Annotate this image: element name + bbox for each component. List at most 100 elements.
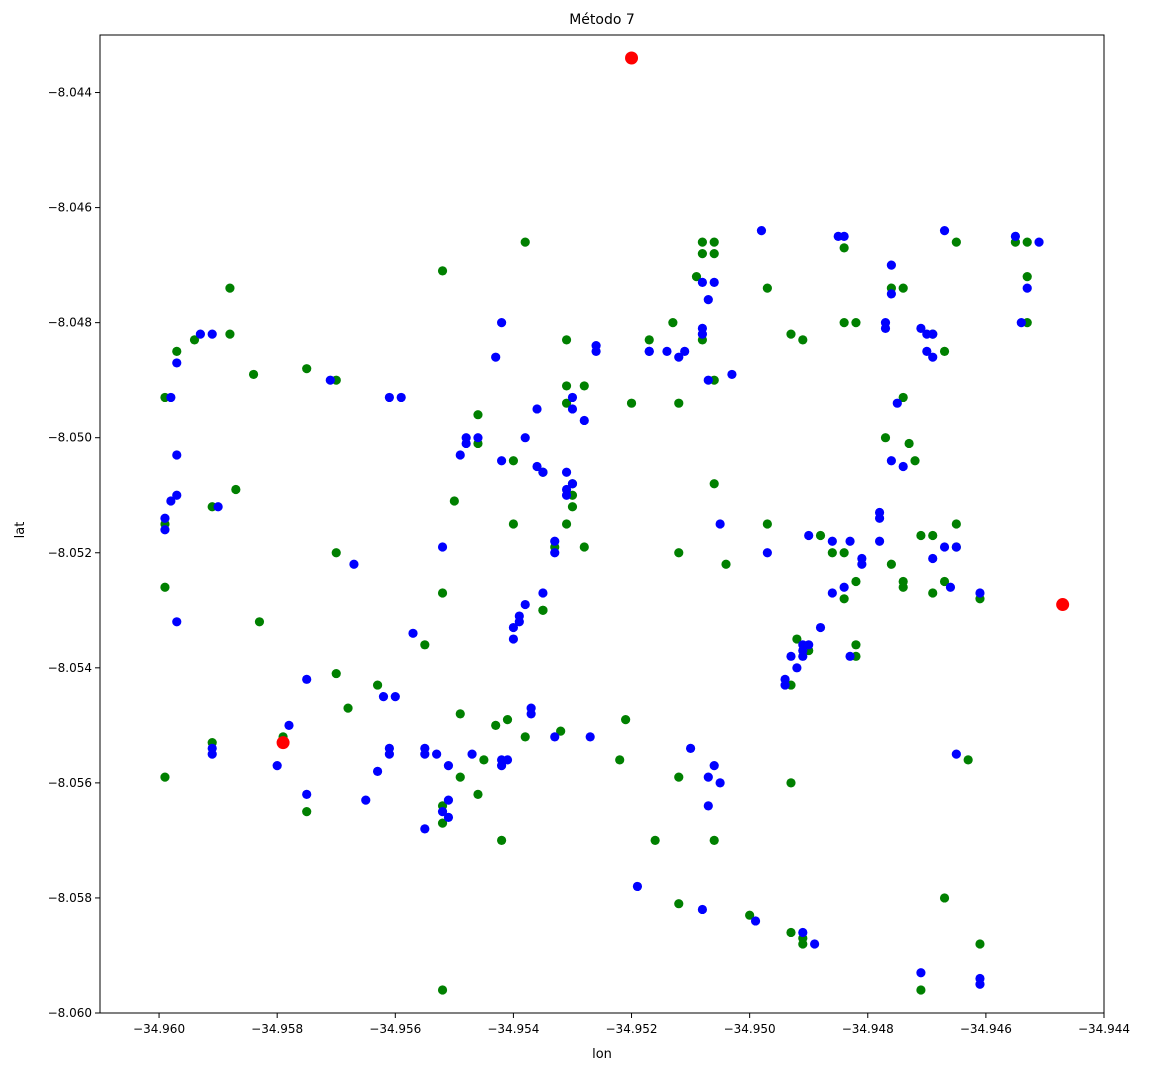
scatter-point-series-1 xyxy=(160,513,170,523)
scatter-point-series-1 xyxy=(443,795,454,805)
scatter-point-series-1 xyxy=(195,329,205,339)
y-tick-label: −8.060 xyxy=(48,1006,92,1020)
scatter-point-series-0 xyxy=(225,329,235,339)
scatter-point-series-1 xyxy=(874,536,885,546)
scatter-point-series-1 xyxy=(703,801,713,811)
scatter-point-series-0 xyxy=(928,530,938,541)
scatter-point-series-0 xyxy=(880,433,891,443)
scatter-point-series-1 xyxy=(709,761,719,771)
scatter-point-series-0 xyxy=(910,456,920,466)
scatter-point-series-1 xyxy=(538,588,548,598)
scatter-point-series-1 xyxy=(945,582,956,592)
scatter-point-series-0 xyxy=(644,335,654,345)
y-tick-label: −8.046 xyxy=(48,201,92,215)
scatter-point-series-0 xyxy=(479,755,489,765)
scatter-point-series-1 xyxy=(520,599,530,610)
scatter-point-series-0 xyxy=(579,542,589,552)
scatter-point-series-1 xyxy=(508,634,519,644)
scatter-point-series-0 xyxy=(172,346,182,357)
scatter-point-series-1 xyxy=(325,375,335,385)
scatter-point-series-1 xyxy=(662,346,672,357)
scatter-point-series-1 xyxy=(213,502,223,512)
scatter-point-series-1 xyxy=(798,927,808,938)
scatter-point-series-1 xyxy=(845,651,855,661)
scatter-point-series-0 xyxy=(786,778,796,788)
scatter-point-series-0 xyxy=(508,456,519,466)
scatter-point-series-1 xyxy=(886,260,896,270)
scatter-point-series-1 xyxy=(579,415,589,426)
x-tick-label: −34.944 xyxy=(1078,1022,1130,1036)
scatter-point-series-0 xyxy=(650,835,660,846)
scatter-point-series-1 xyxy=(1034,237,1044,247)
scatter-point-series-1 xyxy=(532,404,542,414)
scatter-point-series-1 xyxy=(839,582,849,592)
scatter-point-series-1 xyxy=(827,588,837,598)
scatter-point-series-0 xyxy=(798,335,808,345)
scatter-point-series-1 xyxy=(591,341,601,351)
scatter-point-series-1 xyxy=(437,807,448,817)
scatter-point-series-1 xyxy=(538,467,548,477)
scatter-point-series-1 xyxy=(550,536,560,546)
plot-area-frame xyxy=(99,34,1105,1014)
scatter-point-series-1 xyxy=(514,617,524,627)
scatter-point-series-1 xyxy=(166,496,176,506)
scatter-point-series-1 xyxy=(928,352,938,362)
scatter-point-series-0 xyxy=(189,335,200,345)
scatter-point-series-1 xyxy=(951,542,961,552)
scatter-point-series-0 xyxy=(473,789,483,799)
scatter-point-series-0 xyxy=(674,899,684,909)
scatter-point-series-1 xyxy=(928,329,938,339)
scatter-point-series-1 xyxy=(461,438,471,449)
scatter-point-series-0 xyxy=(437,818,448,828)
scatter-point-series-1 xyxy=(172,490,182,500)
scatter-point-series-1 xyxy=(898,461,908,472)
scatter-point-series-1 xyxy=(473,433,483,443)
scatter-point-series-0 xyxy=(951,519,961,529)
scatter-point-series-0 xyxy=(697,237,708,247)
scatter-point-series-1 xyxy=(432,749,442,759)
scatter-point-series-0 xyxy=(556,726,566,736)
scatter-point-series-0 xyxy=(898,582,908,592)
scatter-point-series-1 xyxy=(437,542,448,552)
scatter-point-series-1 xyxy=(207,749,217,759)
scatter-point-series-1 xyxy=(302,674,312,684)
scatter-point-series-0 xyxy=(939,346,950,357)
scatter-point-series-2 xyxy=(625,51,639,65)
scatter-point-series-1 xyxy=(975,588,985,598)
scatter-point-series-0 xyxy=(160,582,170,592)
scatter-point-series-1 xyxy=(874,513,885,523)
x-axis-label: lon xyxy=(592,1047,612,1062)
scatter-point-series-1 xyxy=(561,467,572,477)
scatter-point-series-0 xyxy=(225,283,235,293)
scatter-point-series-1 xyxy=(1010,231,1021,241)
y-tick-label: −8.058 xyxy=(48,891,92,905)
scatter-point-series-0 xyxy=(851,318,861,328)
scatter-point-series-1 xyxy=(756,226,767,236)
scatter-point-series-1 xyxy=(497,761,507,771)
scatter-point-series-0 xyxy=(709,479,719,489)
scatter-point-series-1 xyxy=(703,295,713,305)
scatter-point-series-0 xyxy=(762,519,772,529)
scatter-point-series-0 xyxy=(904,438,914,449)
scatter-point-series-1 xyxy=(497,456,507,466)
scatter-point-series-0 xyxy=(898,392,908,403)
scatter-point-series-0 xyxy=(561,398,572,408)
scatter-point-series-1 xyxy=(378,691,389,702)
scatter-point-series-1 xyxy=(491,352,501,362)
scatter-point-series-1 xyxy=(674,352,684,362)
scatter-point-series-1 xyxy=(703,375,713,385)
scatter-point-series-0 xyxy=(851,640,861,650)
scatter-point-series-0 xyxy=(538,605,548,615)
scatter-point-series-1 xyxy=(550,732,560,742)
scatter-point-series-0 xyxy=(437,985,448,995)
scatter-point-series-1 xyxy=(443,812,454,823)
x-tick-label: −34.956 xyxy=(369,1022,421,1036)
scatter-point-series-0 xyxy=(254,617,265,627)
scatter-point-series-1 xyxy=(497,318,507,328)
scatter-point-series-0 xyxy=(674,772,684,782)
scatter-point-series-1 xyxy=(750,916,761,926)
scatter-point-series-1 xyxy=(508,622,519,633)
scatter-point-series-1 xyxy=(272,761,282,771)
scatter-point-series-0 xyxy=(473,410,483,420)
scatter-point-series-0 xyxy=(372,680,383,690)
